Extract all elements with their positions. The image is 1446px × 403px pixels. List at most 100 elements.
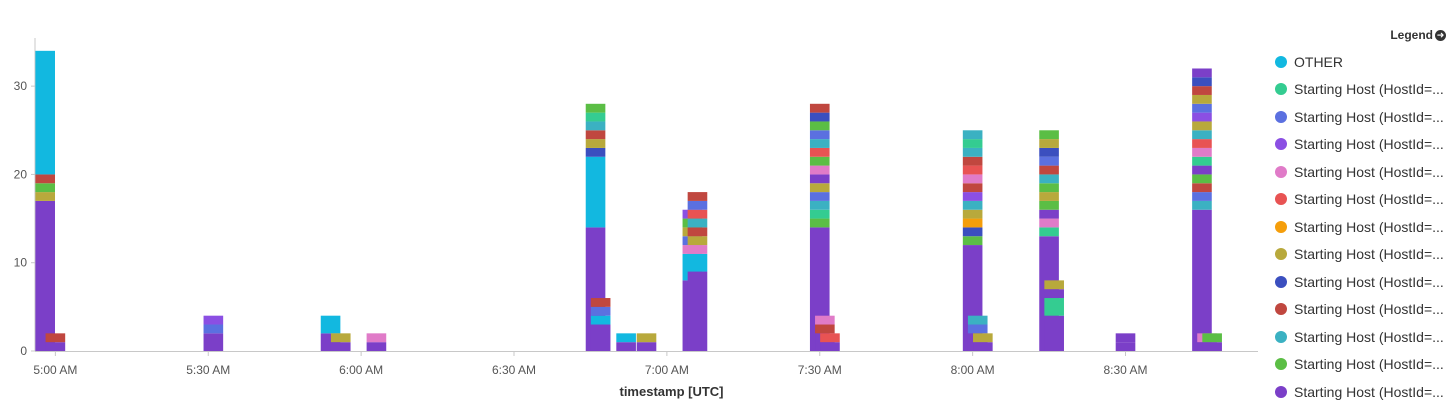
y-tick-label: 0 (20, 344, 27, 358)
bar-segment (330, 342, 351, 351)
bar-segment (1192, 86, 1212, 95)
bar-segment (585, 139, 606, 148)
legend-swatch-icon (1275, 385, 1287, 398)
legend-swatch-icon (1275, 303, 1287, 316)
bar-segment (616, 342, 636, 351)
legend-swatch-icon (1275, 248, 1287, 261)
bar-segment (687, 192, 708, 201)
bar-segment (967, 315, 988, 325)
bar-segment (1192, 139, 1212, 148)
legend-label: Starting Host (HostId=... (1294, 218, 1444, 235)
bar-segment (1115, 333, 1136, 343)
bar-segment (962, 183, 983, 193)
bar-segment (1039, 218, 1059, 228)
bar-segment (809, 121, 830, 131)
bar-segment (962, 209, 983, 219)
bar-segment (636, 342, 657, 351)
bar-segment (1044, 298, 1064, 316)
bar-segment (1039, 174, 1059, 184)
bar-segment (962, 165, 983, 175)
legend-swatch-icon (1275, 358, 1287, 371)
x-tick-label: 7:00 AM (645, 363, 689, 377)
bar-segment (35, 200, 55, 351)
bar-segment (687, 227, 708, 237)
bar-segment (1192, 121, 1212, 131)
bar-segment (809, 156, 830, 166)
y-tick-label: 10 (14, 256, 28, 270)
legend-item[interactable]: Starting Host (HostId=... (1268, 241, 1444, 269)
bar-segment (809, 174, 830, 184)
bar-segment (809, 165, 830, 175)
legend-label: Starting Host (HostId=... (1294, 81, 1444, 98)
bar-segment (687, 209, 708, 219)
bar-segment (1044, 289, 1064, 299)
bar-segment (1192, 112, 1212, 122)
bar-segment (809, 200, 830, 210)
bar-segment (809, 192, 830, 201)
x-axis-title: timestamp [UTC] (619, 384, 723, 399)
x-tick-label: 8:00 AM (951, 363, 995, 377)
legend-item[interactable]: Starting Host (HostId=... (1268, 296, 1444, 324)
bar-segment (962, 227, 983, 237)
legend-item[interactable]: Starting Host (HostId=... (1268, 103, 1444, 131)
bar-segment (1039, 227, 1059, 237)
bar-segment (962, 174, 983, 184)
bar-segment (1192, 165, 1212, 175)
bar-segment (962, 139, 983, 148)
bar-segment (45, 333, 66, 343)
bar-segment (585, 130, 606, 140)
bar-segment (809, 183, 830, 193)
legend-item[interactable]: Starting Host (HostId=... (1268, 186, 1444, 214)
legend-item[interactable]: Starting Host (HostId=... (1268, 76, 1444, 104)
legend-item[interactable]: Starting Host (HostId=... (1268, 351, 1444, 379)
legend-item[interactable]: Starting Host (HostId=... (1268, 158, 1444, 186)
bar-segment (815, 315, 835, 325)
bar-segment (1192, 209, 1212, 351)
bar-segment (687, 236, 708, 246)
bar-segment (962, 147, 983, 157)
bar-segment (1192, 192, 1212, 201)
bar-segment (366, 333, 387, 343)
legend-item[interactable]: OTHER (1268, 48, 1444, 76)
bar-segment (1044, 315, 1064, 351)
bar-segment (809, 112, 830, 122)
bar-segment (967, 324, 988, 334)
bar-segment (1192, 174, 1212, 184)
bar-segment (1192, 183, 1212, 193)
legend-header[interactable]: Legend ➜ (1390, 28, 1446, 42)
legend-item[interactable]: Starting Host (HostId=... (1268, 268, 1444, 296)
bar-segment (809, 209, 830, 219)
bar-segment (687, 271, 708, 351)
x-tick-label: 7:30 AM (798, 363, 842, 377)
bar-segment (1039, 139, 1059, 148)
legend-swatch-icon (1275, 220, 1287, 233)
legend-collapse-icon[interactable]: ➜ (1435, 29, 1446, 41)
legend-swatch-icon (1275, 165, 1287, 178)
legend-label: Starting Host (HostId=... (1294, 136, 1444, 153)
legend-label: Starting Host (HostId=... (1294, 301, 1444, 318)
bar-segment (962, 192, 983, 201)
bar-segment (1044, 280, 1064, 290)
bar-segment (590, 298, 611, 307)
bar-segment (585, 156, 606, 228)
legend-item[interactable]: Starting Host (HostId=... (1268, 378, 1444, 403)
legend-item[interactable]: Starting Host (HostId=... (1268, 213, 1444, 241)
bar-segment (809, 139, 830, 148)
bar-segment (1192, 77, 1212, 87)
bar-segment (616, 333, 636, 343)
legend-swatch-icon (1275, 193, 1287, 206)
x-tick-label: 8:30 AM (1103, 363, 1147, 377)
bar-segment (1039, 200, 1059, 210)
legend-swatch-icon (1275, 138, 1287, 151)
legend-label: Starting Host (HostId=... (1294, 328, 1444, 345)
bar-segment (203, 333, 224, 351)
bar-segment (1192, 68, 1212, 78)
bar-segment (585, 103, 606, 113)
bar-segment (1039, 183, 1059, 193)
legend-item[interactable]: Starting Host (HostId=... (1268, 323, 1444, 351)
legend-item[interactable]: Starting Host (HostId=... (1268, 131, 1444, 159)
bar-segment (973, 333, 993, 343)
legend-list: OTHER Starting Host (HostId=... Starting H… (1268, 48, 1444, 403)
bar-segment (1039, 192, 1059, 201)
x-tick-label: 6:00 AM (339, 363, 383, 377)
